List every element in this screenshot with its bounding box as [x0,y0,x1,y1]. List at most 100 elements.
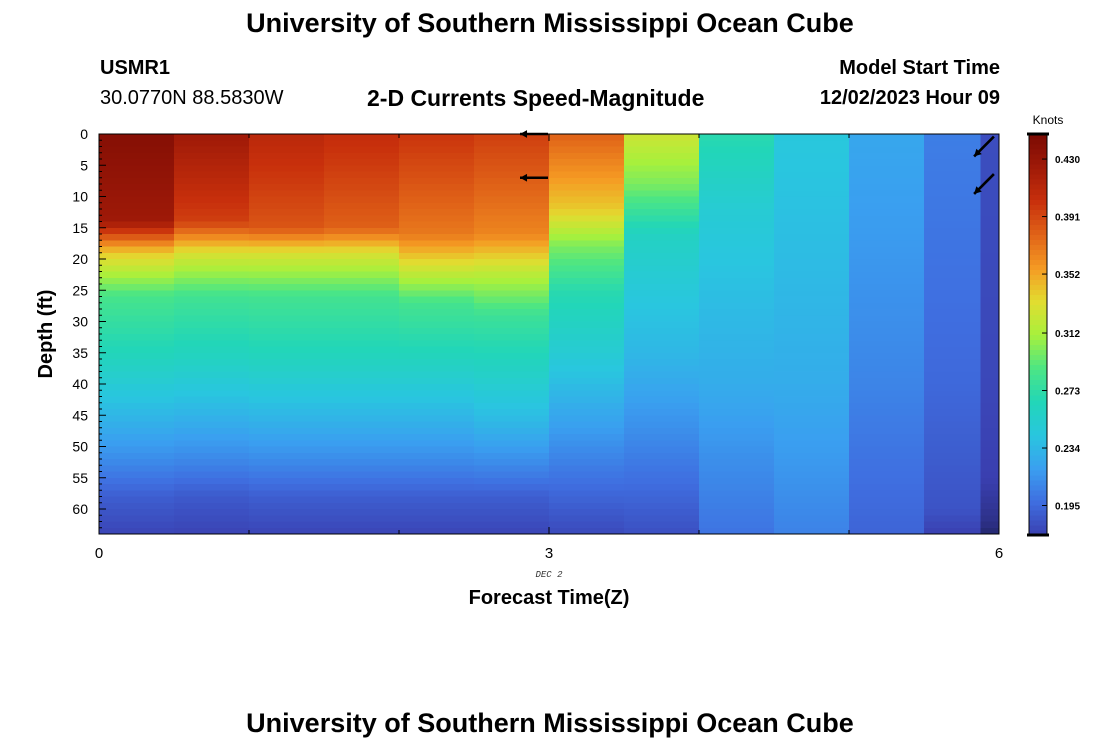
heatmap-cell [174,259,250,266]
heatmap-cell [474,446,550,454]
heatmap-cell [249,159,325,166]
heatmap-cell [474,427,550,435]
heatmap-cell [699,252,775,260]
heatmap-cell [849,321,925,329]
heatmap-cell [399,509,475,516]
heatmap-cell [549,465,625,473]
heatmap-cell [324,434,400,441]
x-tick-label: 0 [95,545,103,562]
heatmap-cell [474,365,550,373]
heatmap-cell [624,252,700,260]
heatmap-cell [924,302,981,310]
heatmap-cell [924,334,981,341]
heatmap-cell [249,309,325,316]
heatmap-cell [474,384,550,391]
heatmap-cell [774,302,850,310]
heatmap-cell [624,502,700,510]
heatmap-cell [924,146,981,154]
heatmap-cell [99,321,175,329]
colorbar-band [1029,514,1047,521]
heatmap-cell [624,215,700,223]
heatmap-cell [980,171,1000,179]
heatmap-cell [324,390,400,398]
heatmap-cell [549,196,625,204]
heatmap-cell [924,265,981,273]
y-tick-label: 40 [72,376,88,392]
heatmap-cell [174,434,250,441]
heatmap-cell [849,234,925,241]
heatmap-cell [324,365,400,373]
heatmap-cell [774,359,850,366]
colorbar-band [1029,204,1047,210]
heatmap-cell [174,209,250,216]
heatmap-cell [849,265,925,273]
heatmap-cell [980,190,1000,198]
heatmap-cell [549,184,625,191]
colorbar-unit-label: Knots [1033,113,1064,127]
colorbar-band [1029,329,1047,336]
y-tick-label: 45 [72,407,88,423]
heatmap-cell [624,371,700,379]
heatmap-cell [624,446,700,454]
heatmap-cell [549,484,625,491]
heatmap-cell [474,496,550,504]
heatmap-cell [699,209,775,216]
heatmap-cell [980,146,1000,154]
heatmap-cell [474,346,550,354]
heatmap-cell [774,240,850,248]
heatmap-cell [699,521,775,529]
heatmap-cell [699,140,775,148]
heatmap-cell [249,202,325,210]
heatmap-cell [549,346,625,354]
heatmap-cell [474,290,550,298]
heatmap-cell [624,152,700,160]
heatmap-cell [174,509,250,516]
y-tick-label: 5 [80,157,88,173]
heatmap-cell [174,396,250,404]
heatmap-cell [774,259,850,266]
heatmap-cell [99,271,175,279]
colorbar-band [1029,424,1047,431]
heatmap-cell [99,484,175,491]
heatmap-cell [624,134,700,141]
x-axis-label: Forecast Time(Z) [469,587,630,609]
heatmap-cell [774,346,850,354]
heatmap-cell [174,177,250,185]
heatmap-cell [174,171,250,179]
heatmap-cell [980,452,1000,460]
heatmap-cell [324,371,400,379]
heatmap-cell [849,196,925,204]
heatmap-cell [399,209,475,216]
heatmap-cell [924,271,981,279]
heatmap-cell [99,284,175,291]
heatmap-cell [399,215,475,223]
heatmap-cell [399,377,475,385]
colorbar-band [1029,289,1047,295]
heatmap-cell [774,415,850,423]
heatmap-cell [624,271,700,279]
colorbar-band [1029,239,1047,245]
heatmap-cell [399,315,475,323]
colorbar-band [1029,399,1047,406]
heatmap-cell [474,440,550,448]
heatmap-cell [99,252,175,260]
heatmap-cell [474,196,550,204]
heatmap-cell [924,365,981,373]
heatmap-cell [924,496,981,504]
heatmap-cell [849,371,925,379]
heatmap-cell [924,477,981,485]
heatmap-cell [980,465,1000,473]
heatmap-cell [324,296,400,304]
colorbar-band [1029,184,1047,190]
heatmap-cell [249,365,325,373]
heatmap-cell [174,302,250,310]
heatmap-cell [699,509,775,516]
heatmap-cell [399,527,475,535]
heatmap-cell [849,502,925,510]
heatmap-cell [399,371,475,379]
heatmap-cell [849,296,925,304]
heatmap-cell [399,477,475,485]
heatmap-cell [249,190,325,198]
heatmap-cell [699,134,775,141]
heatmap-cell [624,234,700,241]
